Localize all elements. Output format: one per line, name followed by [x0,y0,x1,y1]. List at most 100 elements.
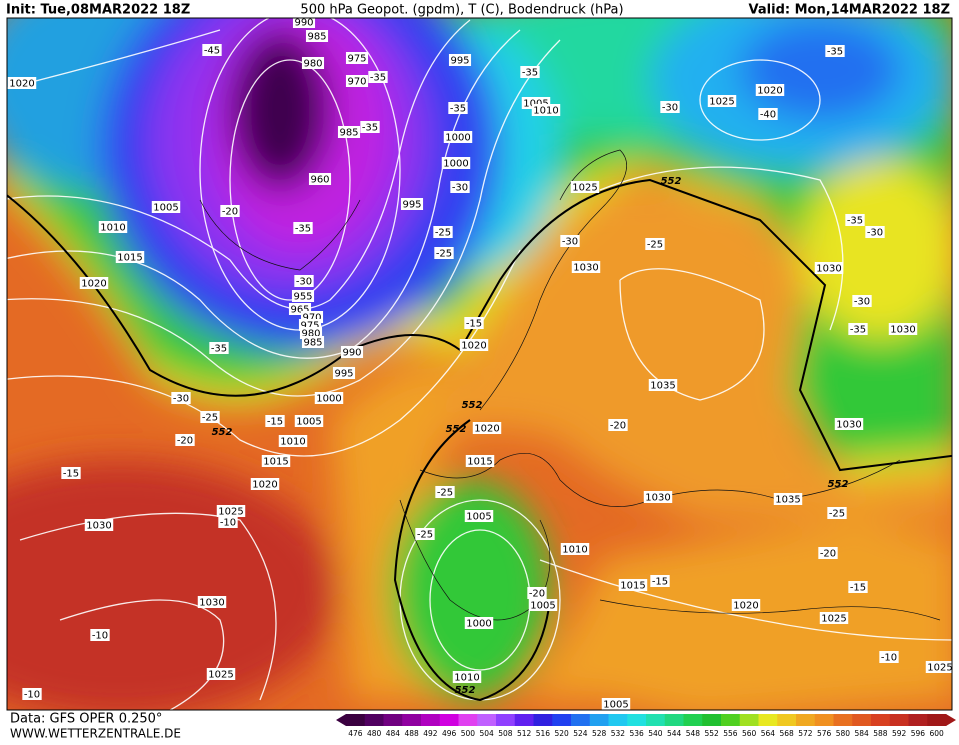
pressure-label-text: 1000 [443,159,468,170]
label-box [415,528,435,540]
label-box [834,418,864,430]
temperature-label-text: -25 [435,228,451,239]
geopotential-label: 552 [446,424,467,435]
temperature-label-text: -25 [437,488,453,499]
colorbar-label: 540 [648,729,663,738]
pressure-label: 955 [291,290,315,303]
colorbar-label: 544 [667,729,682,738]
label-box [472,422,502,434]
colorbar-label: 584 [854,729,869,738]
label-box [434,247,454,259]
colorbar-cell [364,714,384,726]
label-box [464,617,494,629]
temperature-label-text: -35 [362,123,378,134]
label-box [520,66,540,78]
label-box [570,181,600,193]
label-box [7,77,37,89]
temperature-label: -35 [293,222,313,235]
label-box [337,126,361,138]
label-box [825,45,845,57]
pressure-label-text: 1025 [218,507,243,518]
pressure-label: 1015 [618,579,648,592]
temperature-label-text: -20 [177,436,193,447]
temperature-label-text: -35 [211,344,227,355]
pressure-label: 995 [332,367,356,380]
label-box [171,392,191,404]
pressure-label-text: 980 [303,59,322,70]
pressure-label-text: 995 [450,56,469,67]
temperature-label: -40 [758,108,778,121]
pressure-label-text: 1015 [467,457,492,468]
temperature-label: -35 [848,323,868,336]
temperature-label-text: -10 [881,653,897,664]
pressure-label: 995 [400,198,424,211]
pressure-label: 1035 [773,493,803,506]
pressure-label: 1005 [601,698,631,710]
pressure-label: 1015 [261,455,291,468]
colorbar-cell [702,714,722,726]
pressure-label-text: 1020 [733,601,758,612]
temperature-label: -30 [865,226,885,239]
pressure-label-text: 1025 [208,670,233,681]
pressure-label-text: 1030 [836,420,861,431]
pressure-label-text: 1025 [927,663,952,674]
label-box [345,52,369,64]
pressure-label-text: 970 [302,313,321,324]
pressure-label-text: 1020 [9,79,34,90]
colorbar-cell [458,714,478,726]
temperature-label: -25 [434,247,454,260]
init-time: Init: Tue,08MAR2022 18Z [6,3,190,18]
pressure-label-text: 1005 [153,203,178,214]
temperature-label: -25 [645,238,665,251]
pressure-label: 1025 [925,661,952,674]
colorbar-label: 492 [423,729,438,738]
label-box [450,181,470,193]
pressure-label-text: 1005 [466,512,491,523]
temperature-label: -30 [560,235,580,248]
label-box [308,173,332,185]
temperature-label-text: -30 [452,183,468,194]
label-box [645,238,665,250]
colorbar-label: 560 [742,729,757,738]
pressure-label: 1020 [472,422,502,435]
pressure-label: 1020 [459,339,489,352]
temperature-label-text: -20 [820,549,836,560]
label-box [293,222,313,234]
temperature-label: -30 [660,101,680,114]
colorbar-label: 564 [761,729,776,738]
temperature-label: -45 [202,44,222,57]
temperature-label: -35 [209,342,229,355]
label-box [758,108,778,120]
isobar [59,599,225,710]
label-box [459,339,489,351]
pressure-label: 1010 [98,221,128,234]
data-source: Data: GFS OPER 0.250° [10,712,162,727]
pressure-label-text: 985 [339,128,358,139]
pressure-label: 1030 [571,261,601,274]
label-box [340,346,364,358]
pressure-label: 1030 [643,491,673,504]
temperature-label-text: -15 [652,577,668,588]
temperature-label-text: -30 [562,237,578,248]
coastline [419,452,901,507]
colorbar-cell [514,714,534,726]
label-box [560,543,590,555]
pressure-label-text: 1030 [645,493,670,504]
temperature-label: -15 [61,467,81,480]
colorbar-cell [571,714,591,726]
pressure-label: 1025 [707,95,737,108]
label-box [61,467,81,479]
label-box [314,392,344,404]
temperature-label: -15 [265,415,285,428]
pressure-label: 1015 [115,251,145,264]
label-box [265,415,285,427]
temperature-label: -35 [825,45,845,58]
temperature-label-text: -30 [867,228,883,239]
label-box [250,478,280,490]
colorbar-label: 596 [911,729,926,738]
label-box [852,295,872,307]
pressure-label-text: 955 [293,292,312,303]
temperature-label: -10 [90,629,110,642]
